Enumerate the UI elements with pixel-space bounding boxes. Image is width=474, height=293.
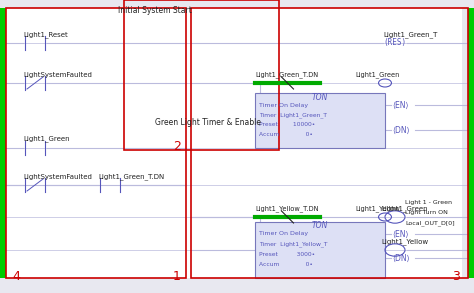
Text: 3: 3 bbox=[452, 270, 460, 283]
Text: LightSystemFaulted: LightSystemFaulted bbox=[23, 174, 92, 180]
Text: Preset        10000•: Preset 10000• bbox=[259, 122, 315, 127]
Text: Local_OUT_D[0]: Local_OUT_D[0] bbox=[405, 220, 455, 226]
Text: Timer On Delay: Timer On Delay bbox=[259, 231, 308, 236]
Text: TON: TON bbox=[312, 222, 328, 231]
Text: Initial System Start: Initial System Start bbox=[118, 6, 192, 15]
Bar bbox=[191, 8, 468, 278]
Bar bbox=[468, 8, 474, 278]
Bar bbox=[124, 0, 279, 150]
Text: ⟨EN⟩: ⟨EN⟩ bbox=[393, 100, 409, 110]
Text: 1: 1 bbox=[173, 270, 181, 283]
Text: Light 1 - Green: Light 1 - Green bbox=[405, 200, 452, 205]
Text: Light1_Green: Light1_Green bbox=[381, 206, 428, 212]
Text: Light Turn ON: Light Turn ON bbox=[405, 210, 448, 215]
Bar bbox=[255, 93, 385, 148]
Text: (RES): (RES) bbox=[383, 38, 407, 47]
Text: ⟨DN⟩: ⟨DN⟩ bbox=[392, 253, 410, 263]
Text: Light1_Yellow_T.DN: Light1_Yellow_T.DN bbox=[255, 206, 319, 212]
Text: Light1_Green_T.DN: Light1_Green_T.DN bbox=[98, 174, 164, 180]
Text: Accum              0•: Accum 0• bbox=[259, 261, 313, 267]
Text: Light1_Yellow: Light1_Yellow bbox=[381, 239, 428, 245]
Text: Light1_Green: Light1_Green bbox=[355, 71, 400, 78]
Text: Green Light Timer & Enable: Green Light Timer & Enable bbox=[155, 118, 261, 127]
Text: Light1_Green: Light1_Green bbox=[23, 136, 70, 142]
Text: 2: 2 bbox=[173, 140, 181, 153]
Text: ⟨DN⟩: ⟨DN⟩ bbox=[392, 125, 410, 134]
Text: Light1_Yellow: Light1_Yellow bbox=[355, 206, 400, 212]
Bar bbox=[0, 8, 6, 278]
Text: 4: 4 bbox=[12, 270, 20, 283]
Bar bbox=[255, 222, 385, 278]
Text: Timer  Light1_Yellow_T: Timer Light1_Yellow_T bbox=[259, 241, 328, 247]
Text: Light1_Green_T.DN: Light1_Green_T.DN bbox=[255, 71, 318, 78]
Text: ⟨EN⟩: ⟨EN⟩ bbox=[393, 229, 409, 239]
Text: Accum              0•: Accum 0• bbox=[259, 132, 313, 137]
Text: Light1_Reset: Light1_Reset bbox=[23, 32, 68, 38]
Text: LightSystemFaulted: LightSystemFaulted bbox=[23, 72, 92, 78]
Bar bbox=[6, 8, 186, 278]
Text: Timer  Light1_Green_T: Timer Light1_Green_T bbox=[259, 112, 327, 118]
Text: Timer On Delay: Timer On Delay bbox=[259, 103, 308, 108]
Text: Preset          3000•: Preset 3000• bbox=[259, 251, 315, 256]
Text: Light1_Green_T: Light1_Green_T bbox=[383, 32, 438, 38]
Text: TON: TON bbox=[312, 93, 328, 101]
